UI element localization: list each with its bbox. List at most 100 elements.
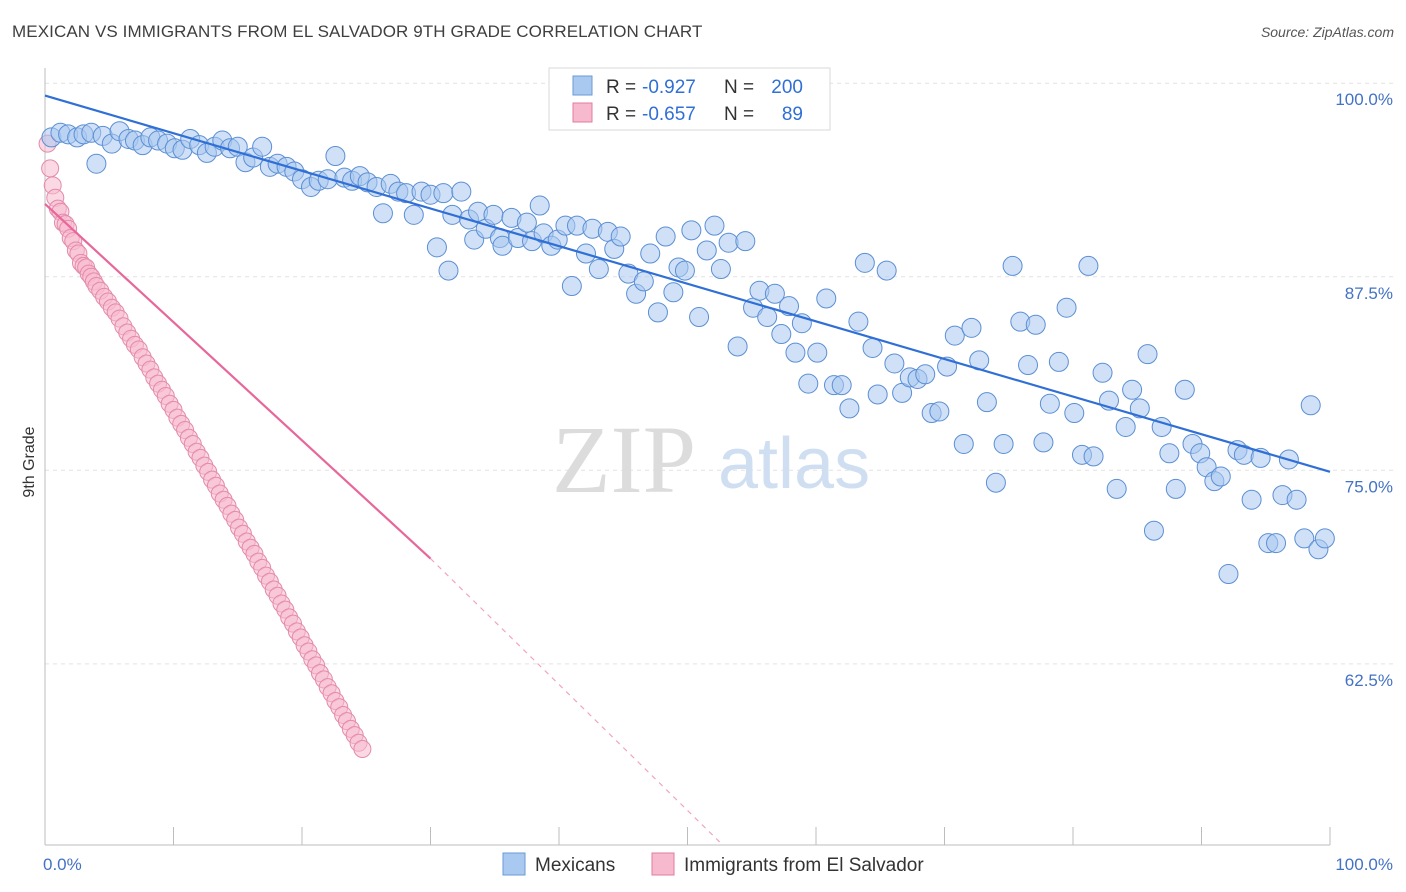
legend-n-label-1: N = <box>724 77 754 98</box>
mexican-point <box>876 260 897 281</box>
mexican-point <box>727 336 748 357</box>
mexican-point <box>252 136 273 157</box>
mexican-point <box>1137 344 1158 365</box>
mexican-point <box>610 226 631 247</box>
trend-lines <box>44 94 1331 843</box>
mexican-point <box>663 282 684 303</box>
mexican-point <box>1286 489 1307 510</box>
series-label-mexicans: Mexicans <box>535 855 615 876</box>
mexican-point <box>1078 255 1099 276</box>
mexican-point <box>529 195 550 216</box>
mexican-point <box>1266 533 1287 554</box>
mexican-point <box>1025 314 1046 335</box>
mexican-point <box>86 153 107 174</box>
mexican-point <box>785 342 806 363</box>
y-tick-label: 62.5% <box>1345 671 1393 690</box>
mexican-point <box>681 220 702 241</box>
mexican-point <box>1165 478 1186 499</box>
mexican-point <box>426 237 447 258</box>
mexican-point <box>516 212 537 233</box>
salvador-point <box>41 159 60 178</box>
mexican-point <box>929 401 950 422</box>
mexican-point <box>1033 432 1054 453</box>
mexican-point <box>1115 416 1136 437</box>
mexican-point <box>1300 395 1321 416</box>
mexican-point <box>1210 466 1231 487</box>
mexican-point <box>1039 393 1060 414</box>
mexican-point <box>735 231 756 252</box>
mexican-point <box>1092 362 1113 383</box>
mexican-point <box>1294 528 1315 549</box>
series-label-salvador: Immigrants from El Salvador <box>684 855 924 876</box>
chart-title: MEXICAN VS IMMIGRANTS FROM EL SALVADOR 9… <box>12 22 703 41</box>
mexican-point <box>854 252 875 273</box>
salvador-point <box>353 740 372 759</box>
legend-r-value-2: -0.657 <box>642 104 696 125</box>
mexican-point <box>710 259 731 280</box>
series-swatch-mexicans <box>502 852 526 876</box>
y-tick-label: 100.0% <box>1335 90 1393 109</box>
mexican-point <box>696 240 717 261</box>
mexican-point <box>884 353 905 374</box>
series-swatch-salvador <box>651 852 675 876</box>
mexican-point <box>764 283 785 304</box>
mexican-point <box>1064 403 1085 424</box>
mexican-point <box>433 183 454 204</box>
mexican-point <box>588 259 609 280</box>
watermark-atlas: atlas <box>718 424 870 504</box>
axes <box>44 68 1331 846</box>
mexican-point <box>451 181 472 202</box>
mexican-point <box>1174 379 1195 400</box>
mexican-point <box>647 302 668 323</box>
salvador-trend-line <box>44 203 432 560</box>
mexican-point <box>1106 478 1127 499</box>
mexican-point <box>915 364 936 385</box>
salvador-trend-extension <box>430 558 721 843</box>
mexican-point <box>944 325 965 346</box>
mexican-point <box>798 373 819 394</box>
mexican-points <box>41 121 1335 585</box>
legend-r-label-1: R = <box>606 77 636 98</box>
mexican-point <box>1143 520 1164 541</box>
mexican-point <box>867 384 888 405</box>
mexican-point <box>1002 255 1023 276</box>
mexican-point <box>483 204 504 225</box>
mexican-point <box>985 472 1006 493</box>
y-tick-label: 87.5% <box>1345 284 1393 303</box>
mexican-trend-line <box>44 94 1331 473</box>
x-tick-label: 100.0% <box>1335 855 1393 874</box>
y-tick-label: 75.0% <box>1345 477 1393 496</box>
mexican-point <box>1241 489 1262 510</box>
mexican-point <box>816 288 837 309</box>
mexican-point <box>1056 297 1077 318</box>
zipatlas-watermark: ZIP atlas <box>552 406 870 513</box>
mexican-point <box>655 226 676 247</box>
mexican-point <box>403 204 424 225</box>
mexican-point <box>976 392 997 413</box>
mexican-point <box>704 215 725 236</box>
legend-box: R = -0.927 N = 200 R = -0.657 N = 89 <box>548 67 831 131</box>
legend-swatch-salvador <box>572 102 593 123</box>
mexican-point <box>438 260 459 281</box>
mexican-point <box>1018 355 1039 376</box>
legend-n-label-2: N = <box>724 104 754 125</box>
mexican-point <box>1122 379 1143 400</box>
mexican-point <box>1048 351 1069 372</box>
x-tick-labels: 0.0% 100.0% <box>43 855 1393 874</box>
y-axis-label: 9th Grade <box>21 426 38 497</box>
mexican-point <box>1218 564 1239 585</box>
mexican-point <box>325 145 346 166</box>
mexican-point <box>807 342 828 363</box>
legend-n-value-1: 200 <box>771 77 803 98</box>
mexican-point <box>1083 446 1104 467</box>
mexican-point <box>961 317 982 338</box>
series-legend: Mexicans Immigrants from El Salvador <box>502 852 924 876</box>
legend-swatch-mexicans <box>572 75 593 96</box>
mexican-point <box>633 271 654 292</box>
legend-n-value-2: 89 <box>782 104 803 125</box>
mexican-point <box>1129 398 1150 419</box>
watermark-zip: ZIP <box>552 406 696 513</box>
mexican-point <box>757 307 778 328</box>
legend-r-value-1: -0.927 <box>642 77 696 98</box>
